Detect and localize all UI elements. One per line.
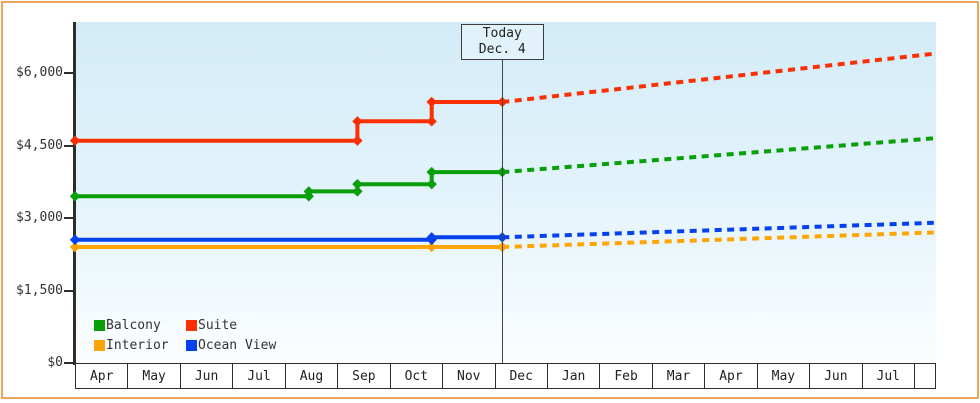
y-axis-tick-mark (64, 217, 73, 219)
x-axis-month-cell: May (128, 364, 181, 388)
legend-item-balcony: Balcony (94, 315, 186, 335)
legend-swatch-ocean-view (186, 339, 197, 351)
x-axis-month-cell: May (758, 364, 811, 388)
legend-item-ocean-view: Ocean View (186, 335, 276, 355)
x-axis-month-cell: Jul (233, 364, 286, 388)
y-axis-tick-mark (64, 289, 73, 292)
y-axis-tick-label: $3,000 (16, 210, 63, 225)
x-axis-month-cell: Aug (286, 364, 339, 388)
legend-swatch-suite (186, 319, 197, 331)
x-axis-month-cell: Feb (600, 364, 653, 388)
x-axis-month-cell: Jul (863, 364, 915, 388)
legend-item-interior: Interior (94, 335, 186, 355)
y-axis-line (73, 22, 76, 365)
legend: Balcony Suite Interior Ocean View (94, 315, 276, 355)
y-axis-tick-mark (64, 144, 73, 147)
today-marker-line (501, 60, 504, 363)
today-callout-box: Today Dec. 4 (460, 24, 544, 60)
legend-swatch-interior (94, 339, 105, 351)
y-axis-tick-label: $1,500 (16, 282, 63, 298)
x-axis-month-cell: Apr (705, 364, 758, 388)
x-axis-month-cell: Jun (181, 364, 234, 388)
x-axis-month-cell: Nov (443, 364, 496, 388)
x-axis-month-cell: Sep (338, 364, 391, 388)
x-axis-month-cell: Mar (653, 364, 706, 388)
y-axis-tick-label: $4,500 (16, 137, 63, 153)
x-axis-month-cell: Dec (496, 364, 548, 388)
today-callout-date: Dec. 4 (478, 42, 526, 57)
x-axis-month-cell: Jun (810, 364, 863, 388)
x-axis-month-strip: Apr May Jun Jul Aug Sep Oct Nov Dec Jan Feb Mar Apr M… (75, 363, 936, 389)
today-callout-title: Today (482, 26, 522, 41)
x-axis-month-cell: Jan (548, 364, 601, 388)
plot-area (75, 22, 936, 364)
legend-label: Ocean View (198, 337, 277, 353)
x-axis-empty-cell (915, 364, 935, 388)
legend-label: Balcony (106, 317, 161, 333)
y-axis-tick-label: $6,000 (16, 65, 63, 80)
legend-label: Interior (106, 337, 169, 353)
y-axis-tick-label: $0 (47, 355, 63, 370)
y-axis-tick-mark (64, 362, 73, 364)
x-axis-month-cell: Apr (76, 364, 129, 388)
legend-swatch-balcony (94, 319, 105, 331)
y-axis-tick-mark (64, 72, 73, 74)
legend-label: Suite (198, 317, 238, 333)
x-axis-month-cell: Oct (391, 364, 444, 388)
legend-item-suite: Suite (186, 315, 276, 335)
